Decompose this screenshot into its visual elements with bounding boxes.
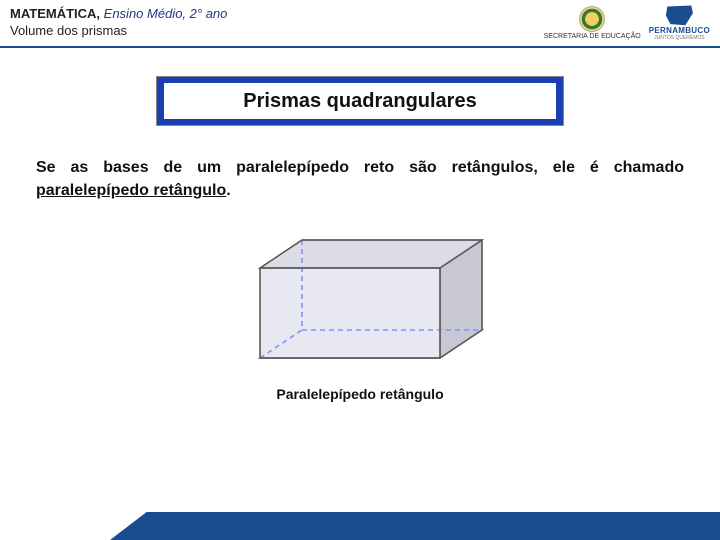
body-paragraph: Se as bases de um paralelepípedo reto sã… xyxy=(36,156,684,202)
para-text-a: Se as bases de um paralelepípedo reto sã… xyxy=(36,159,684,176)
seal-icon xyxy=(579,6,605,32)
pernambuco-sub: JUNTOS QUEREMOS xyxy=(654,36,704,42)
footer-gap xyxy=(0,512,110,540)
parallelepiped-figure xyxy=(234,226,486,372)
pernambuco-logo: PERNAMBUCO JUNTOS QUEREMOS xyxy=(649,4,710,41)
subject-label: MATEMÁTICA, xyxy=(10,6,100,21)
figure-caption: Paralelepípedo retângulo xyxy=(276,386,443,402)
slide-title: Prismas quadrangulares xyxy=(164,83,556,119)
title-box: Prismas quadrangulares xyxy=(156,76,564,126)
slide-header: MATEMÁTICA, Ensino Médio, 2° ano Volume … xyxy=(0,0,720,48)
header-logos: SECRETARIA DE EDUCAÇÃO PERNAMBUCO JUNTOS… xyxy=(544,4,710,41)
footer-bar xyxy=(110,512,720,540)
level-label: Ensino Médio, 2° ano xyxy=(104,6,228,21)
slide-footer xyxy=(0,512,720,540)
para-text-b: paralelepípedo retângulo xyxy=(36,182,226,199)
para-text-c: . xyxy=(226,182,230,199)
pernambuco-icon xyxy=(664,4,694,26)
figure-container: Paralelepípedo retângulo xyxy=(0,226,720,402)
secretaria-label: SECRETARIA DE EDUCAÇÃO xyxy=(544,33,641,41)
topic-label: Volume dos prismas xyxy=(10,23,227,40)
secretaria-logo: SECRETARIA DE EDUCAÇÃO xyxy=(544,6,641,41)
header-text: MATEMÁTICA, Ensino Médio, 2° ano Volume … xyxy=(10,6,227,40)
